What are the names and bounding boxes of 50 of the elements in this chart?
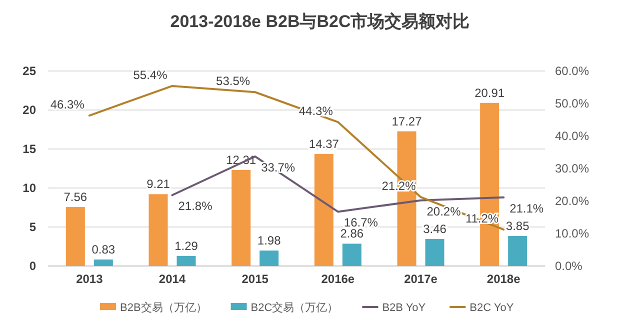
bar — [66, 207, 85, 266]
x-tick-label: 2017e — [404, 272, 438, 286]
bar — [232, 170, 251, 266]
chart-title: 2013-2018e B2B与B2C市场交易额对比 — [170, 12, 470, 31]
data-label: 55.4% — [133, 68, 168, 82]
y2-tick-label: 0.0% — [555, 259, 583, 273]
legend-label: B2B交易（万亿） — [120, 301, 207, 314]
y2-tick-label: 40.0% — [555, 129, 590, 143]
data-label: 46.3% — [50, 98, 85, 112]
data-label: 53.5% — [216, 74, 250, 88]
data-label: 14.37 — [308, 136, 340, 151]
x-tick-label: 2016e — [321, 272, 355, 286]
bar — [508, 236, 528, 266]
legend-label: B2C YoY — [470, 302, 514, 314]
bar — [425, 239, 444, 266]
legend-label: B2B YoY — [382, 302, 426, 314]
data-label: 7.56 — [64, 190, 88, 204]
data-label: 9.21 — [146, 177, 170, 192]
data-label: 21.1% — [510, 201, 544, 216]
y-tick-label: 10 — [22, 181, 36, 195]
y2-tick-label: 50.0% — [555, 96, 590, 110]
bar — [94, 260, 113, 266]
data-label: 3.46 — [423, 222, 447, 236]
y-tick-label: 5 — [29, 220, 36, 234]
y-tick-label: 25 — [22, 64, 36, 78]
bar — [176, 256, 196, 266]
data-label: 21.8% — [178, 199, 213, 214]
data-label: 20.2% — [426, 204, 462, 218]
x-tick-label: 2013 — [76, 272, 104, 286]
data-label: 1.98 — [257, 234, 282, 248]
bar — [314, 154, 334, 266]
data-label: 17.27 — [392, 114, 422, 128]
bar — [148, 194, 168, 266]
bar — [342, 244, 362, 266]
x-tick-label: 2018e — [486, 272, 521, 286]
data-label: 3.85 — [506, 218, 530, 233]
legend-label: B2C交易（万亿） — [250, 301, 338, 314]
y-tick-label: 15 — [22, 142, 36, 156]
y2-tick-label: 30.0% — [555, 162, 590, 176]
x-tick-label: 2015 — [242, 272, 269, 286]
y-tick-label: 20 — [22, 103, 36, 117]
x-tick-label: 2014 — [158, 272, 186, 286]
y2-tick-label: 10.0% — [555, 226, 590, 240]
y2-tick-label: 60.0% — [555, 64, 590, 78]
bar — [260, 250, 279, 266]
data-label: 0.83 — [92, 242, 116, 257]
data-label: 1.29 — [174, 238, 198, 253]
data-label: 20.91 — [474, 86, 505, 100]
y2-tick-label: 20.0% — [555, 194, 590, 208]
y-tick-label: 0 — [29, 259, 36, 273]
